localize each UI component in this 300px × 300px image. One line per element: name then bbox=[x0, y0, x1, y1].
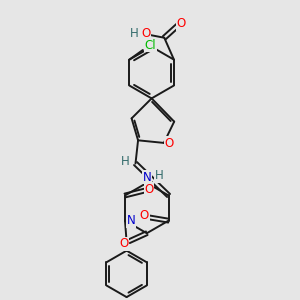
Text: O: O bbox=[165, 137, 174, 150]
Text: H: H bbox=[155, 169, 164, 182]
Text: N: N bbox=[127, 214, 136, 227]
Text: O: O bbox=[141, 27, 151, 40]
Text: Cl: Cl bbox=[144, 39, 156, 52]
Text: H: H bbox=[121, 155, 130, 168]
Text: N: N bbox=[142, 171, 151, 184]
Text: O: O bbox=[145, 182, 154, 196]
Text: O: O bbox=[140, 209, 149, 222]
Text: O: O bbox=[176, 17, 186, 30]
Text: H: H bbox=[130, 27, 138, 40]
Text: O: O bbox=[120, 237, 129, 250]
